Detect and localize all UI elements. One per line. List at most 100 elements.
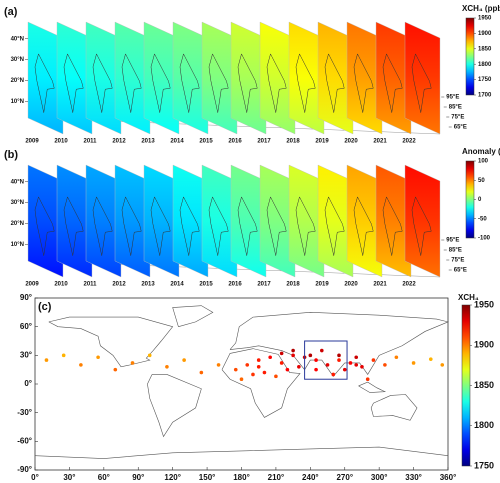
point bbox=[291, 348, 295, 353]
plot-area bbox=[34, 297, 449, 471]
z-tick-label: 65°E bbox=[454, 125, 467, 131]
point bbox=[256, 365, 261, 369]
point bbox=[268, 355, 272, 360]
coastline bbox=[179, 196, 200, 256]
point bbox=[314, 358, 318, 362]
coastline bbox=[48, 316, 174, 368]
year-label: 2021 bbox=[373, 282, 387, 288]
coastline bbox=[121, 53, 142, 113]
point bbox=[354, 363, 359, 367]
point bbox=[297, 365, 301, 369]
coastline bbox=[411, 196, 432, 256]
coastline bbox=[147, 374, 202, 438]
point bbox=[342, 367, 347, 372]
point bbox=[199, 370, 204, 375]
point bbox=[371, 358, 376, 362]
x-tick-label: 30° bbox=[63, 473, 75, 482]
year-label: 2017 bbox=[257, 282, 271, 288]
year-label: 2015 bbox=[199, 139, 213, 145]
slice bbox=[346, 164, 383, 278]
colorbar-tick-label: 1750 bbox=[474, 460, 494, 470]
x-tick-label: 300° bbox=[371, 473, 388, 482]
point bbox=[337, 358, 341, 362]
coastline bbox=[150, 53, 171, 113]
year-label: 2021 bbox=[373, 139, 387, 145]
colorbar bbox=[465, 17, 475, 96]
y-tick-label: 10°N bbox=[11, 99, 24, 105]
colorbar-tick-label: 50 bbox=[478, 178, 485, 184]
y-tick-label: 30°N bbox=[11, 200, 24, 206]
slice bbox=[288, 164, 325, 278]
z-tick-label: 85°E bbox=[449, 248, 462, 254]
slice bbox=[404, 21, 441, 135]
colorbar-tick-label: 100 bbox=[478, 159, 489, 165]
y-tick-label: -60° bbox=[17, 436, 32, 445]
z-tick-label: 85°E bbox=[449, 105, 462, 111]
slice bbox=[259, 21, 296, 135]
point bbox=[331, 372, 336, 377]
z-tick-label: 65°E bbox=[454, 268, 467, 274]
slice bbox=[56, 164, 93, 278]
point bbox=[79, 363, 83, 367]
x-tick-label: 330° bbox=[405, 473, 422, 482]
year-label: 2010 bbox=[54, 282, 68, 288]
coastline bbox=[237, 196, 258, 256]
slice bbox=[85, 21, 122, 135]
y-tick-label: 20°N bbox=[11, 221, 24, 227]
colorbar-title: Anomaly (ppb) bbox=[462, 147, 500, 156]
slice bbox=[114, 164, 151, 278]
point bbox=[61, 353, 66, 358]
colorbar-tick-label: 1850 bbox=[478, 46, 492, 52]
point bbox=[314, 367, 318, 372]
slice bbox=[288, 21, 325, 135]
colorbar-tick-label: 1900 bbox=[478, 31, 492, 37]
year-label: 2009 bbox=[25, 282, 39, 288]
point bbox=[360, 365, 364, 369]
year-label: 2013 bbox=[141, 282, 155, 288]
slice bbox=[201, 21, 238, 135]
slice bbox=[317, 21, 354, 135]
point bbox=[291, 353, 295, 358]
point bbox=[383, 363, 387, 367]
point bbox=[165, 365, 169, 369]
y-tick-label: 30°N bbox=[11, 57, 24, 63]
year-label: 2012 bbox=[112, 139, 126, 145]
colorbar-tick-label: 1900 bbox=[474, 340, 494, 350]
y-tick-label: 30° bbox=[20, 350, 32, 359]
year-label: 2014 bbox=[170, 139, 184, 145]
point bbox=[256, 358, 261, 362]
x-tick-label: 120° bbox=[164, 473, 181, 482]
year-label: 2014 bbox=[170, 282, 184, 288]
year-label: 2012 bbox=[112, 282, 126, 288]
point bbox=[239, 377, 244, 382]
slice bbox=[114, 21, 151, 135]
year-label: 2010 bbox=[54, 139, 68, 145]
slice bbox=[375, 21, 412, 135]
colorbar-tick-label: 1750 bbox=[478, 77, 492, 83]
year-label: 2017 bbox=[257, 139, 271, 145]
point bbox=[113, 367, 118, 372]
slice bbox=[230, 21, 267, 135]
point bbox=[279, 351, 284, 356]
year-label: 2011 bbox=[83, 282, 97, 288]
y-tick-label: -30° bbox=[17, 408, 32, 417]
slice bbox=[27, 164, 64, 278]
colorbar-tick-label: -100 bbox=[478, 236, 491, 242]
x-tick-label: 90° bbox=[132, 473, 144, 482]
coastline bbox=[358, 381, 387, 393]
year-label: 2020 bbox=[344, 282, 358, 288]
point bbox=[411, 361, 416, 365]
colorbar-title: XCH₄ (ppb) bbox=[462, 4, 500, 13]
year-label: 2022 bbox=[402, 282, 416, 288]
coastline bbox=[353, 196, 374, 256]
coastline bbox=[208, 196, 229, 256]
y-tick-label: 10°N bbox=[11, 242, 24, 248]
slice bbox=[230, 164, 267, 278]
year-label: 2013 bbox=[141, 139, 155, 145]
coastline bbox=[229, 312, 449, 377]
x-tick-label: 360° bbox=[440, 473, 457, 482]
coastline bbox=[221, 348, 301, 418]
year-label: 2015 bbox=[199, 282, 213, 288]
coastline bbox=[295, 53, 316, 113]
